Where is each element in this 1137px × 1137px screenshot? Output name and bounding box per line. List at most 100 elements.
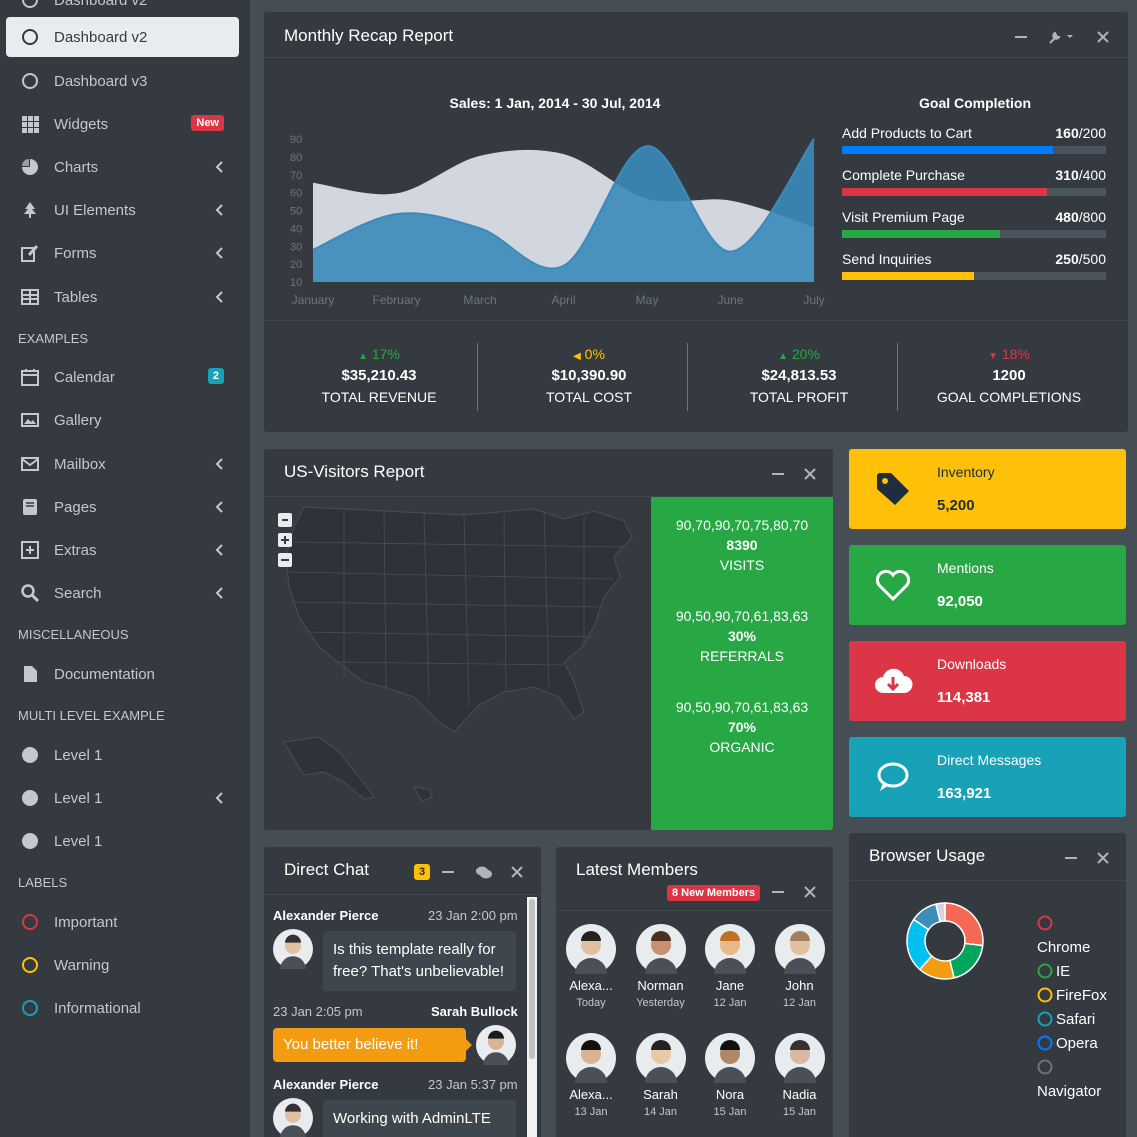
sidebar-item-pages[interactable]: Pages	[6, 487, 239, 527]
info-box-direct-messages[interactable]: Direct Messages 163,921	[849, 737, 1126, 817]
avatar	[273, 1098, 313, 1137]
close-icon[interactable]	[1096, 851, 1110, 865]
grid-icon	[22, 116, 39, 133]
y-tick-label: 10	[290, 277, 302, 289]
goal-completion-title: Goal Completion	[919, 95, 1031, 111]
minimize-icon[interactable]	[1014, 30, 1028, 44]
zoom-controls[interactable]	[278, 513, 292, 567]
member-item[interactable]: John 12 Jan	[765, 924, 834, 1009]
sidebar-item-widgets[interactable]: Widgets New	[6, 104, 239, 144]
us-visitors-card: US-Visitors Report 90,70,90,70,75,80,70 …	[264, 449, 833, 830]
member-name[interactable]: Nadia	[782, 1087, 817, 1102]
trend-arrow-icon: ▲	[778, 351, 788, 362]
card-header: Direct Chat 3	[264, 847, 541, 895]
sidebar-item-forms[interactable]: Forms	[6, 233, 239, 273]
us-map[interactable]	[264, 497, 650, 830]
member-name[interactable]: Alexa...	[569, 978, 613, 993]
sidebar-item-calendar[interactable]: Calendar 2	[6, 357, 239, 397]
sidebar-item-search[interactable]: Search	[6, 573, 239, 613]
stat-label: GOAL COMPLETIONS	[936, 389, 1082, 405]
sidebar-item-dashboard-v3[interactable]: Dashboard v3	[6, 61, 239, 101]
info-box-downloads[interactable]: Downloads 114,381	[849, 641, 1126, 721]
legend-label: Opera	[1056, 1035, 1098, 1052]
sidebar-item-tables[interactable]: Tables	[6, 277, 239, 317]
info-box-number: 5,200	[937, 497, 975, 514]
recap-stat: ▼ 18% 1200 GOAL COMPLETIONS	[904, 346, 1114, 405]
close-icon[interactable]	[510, 865, 524, 879]
chevron-left-icon	[215, 458, 223, 470]
chat-scrollbar[interactable]	[527, 897, 537, 1137]
member-item[interactable]: Sarah 14 Jan	[626, 1033, 696, 1118]
sidebar-header-multilevel: MULTI LEVEL EXAMPLE	[18, 708, 165, 723]
sidebar-item-informational[interactable]: Informational	[6, 988, 239, 1028]
series-line-0	[312, 149, 815, 230]
avatar	[774, 924, 825, 974]
wrench-dropdown-icon[interactable]	[1047, 30, 1077, 44]
sidebar-item-extras[interactable]: Extras	[6, 530, 239, 570]
minimize-icon[interactable]	[771, 885, 785, 899]
recap-stat: ◀ 0% $10,390.90 TOTAL COST	[484, 346, 694, 405]
member-name[interactable]: Alexa...	[569, 1087, 613, 1102]
circle-outline-icon	[22, 29, 38, 45]
stat-percentage: ◀ 0%	[573, 346, 605, 362]
trend-arrow-icon: ▲	[358, 351, 368, 362]
sidebar-item-label: Dashboard v2	[54, 0, 148, 9]
minimize-icon[interactable]	[771, 467, 785, 481]
info-box-inventory[interactable]: Inventory 5,200	[849, 449, 1126, 529]
member-date: 14 Jan	[643, 1106, 678, 1118]
member-name[interactable]: Jane	[715, 978, 745, 993]
sidebar-item-documentation[interactable]: Documentation	[6, 654, 239, 694]
circle-icon	[22, 790, 38, 806]
sidebar-item-level-1[interactable]: Level 1	[6, 735, 239, 775]
sparkline-values: 90,70,90,70,75,80,70	[675, 517, 809, 533]
minimize-icon[interactable]	[441, 865, 455, 879]
member-name[interactable]: Sarah	[643, 1087, 678, 1102]
member-date: 12 Jan	[713, 997, 747, 1009]
y-tick-label: 40	[290, 223, 302, 235]
sidebar-badge: 2	[207, 368, 224, 384]
member-name[interactable]: Nora	[715, 1087, 745, 1102]
member-name[interactable]: John	[785, 978, 814, 993]
member-item[interactable]: Jane 12 Jan	[695, 924, 765, 1009]
sidebar-item-charts[interactable]: Charts	[6, 147, 239, 187]
minimize-icon[interactable]	[1064, 851, 1078, 865]
comments-icon[interactable]	[475, 865, 493, 879]
message-time: 23 Jan 2:00 pm	[428, 908, 518, 923]
sidebar-item-level-1[interactable]: Level 1	[6, 778, 239, 818]
legend-item	[1037, 1059, 1056, 1076]
close-icon[interactable]	[803, 467, 817, 481]
info-box-mentions[interactable]: Mentions 92,050	[849, 545, 1126, 625]
sidebar-item-important[interactable]: Important	[6, 902, 239, 942]
browser-donut-chart	[906, 902, 984, 980]
heart-icon	[875, 569, 911, 602]
sparkline-values: 90,50,90,70,61,83,63	[675, 608, 809, 624]
chevron-left-icon	[215, 587, 223, 599]
sidebar-item-warning[interactable]: Warning	[6, 945, 239, 985]
member-item[interactable]: Norman Yesterday	[626, 924, 696, 1009]
recap-stat: ▲ 20% $24,813.53 TOTAL PROFIT	[694, 346, 904, 405]
sidebar-item-mailbox[interactable]: Mailbox	[6, 444, 239, 484]
legend-item: FireFox	[1037, 987, 1107, 1004]
close-icon[interactable]	[1096, 30, 1110, 44]
stat-amount: $35,210.43	[341, 367, 417, 384]
member-item[interactable]: Alexa... Today	[556, 924, 626, 1009]
edit-icon	[21, 245, 39, 262]
stat-label: TOTAL PROFIT	[749, 389, 849, 405]
sidebar-item-gallery[interactable]: Gallery	[6, 400, 239, 440]
circle-outline-icon	[22, 1000, 38, 1016]
close-icon[interactable]	[803, 885, 817, 899]
member-item[interactable]: Nora 15 Jan	[695, 1033, 765, 1118]
sidebar-item-ui-elements[interactable]: UI Elements	[6, 190, 239, 230]
sidebar-item-top[interactable]: Dashboard v2	[6, 0, 239, 20]
member-date: 13 Jan	[574, 1106, 608, 1118]
trend-arrow-icon: ◀	[573, 351, 581, 362]
stat-amount: $10,390.90	[551, 367, 627, 384]
member-item[interactable]: Alexa... 13 Jan	[556, 1033, 626, 1118]
member-item[interactable]: Nadia 15 Jan	[765, 1033, 834, 1118]
member-name[interactable]: Norman	[637, 978, 684, 993]
sidebar-item-level-1[interactable]: Level 1	[6, 821, 239, 861]
stat-percentage: ▼ 18%	[988, 346, 1030, 362]
sidebar-item-dashboard-v2[interactable]: Dashboard v2	[6, 17, 239, 57]
stat-label: TOTAL COST	[545, 389, 633, 405]
recap-footer: ▲ 17% $35,210.43 TOTAL REVENUE ◀ 0% $10,…	[264, 320, 1128, 432]
